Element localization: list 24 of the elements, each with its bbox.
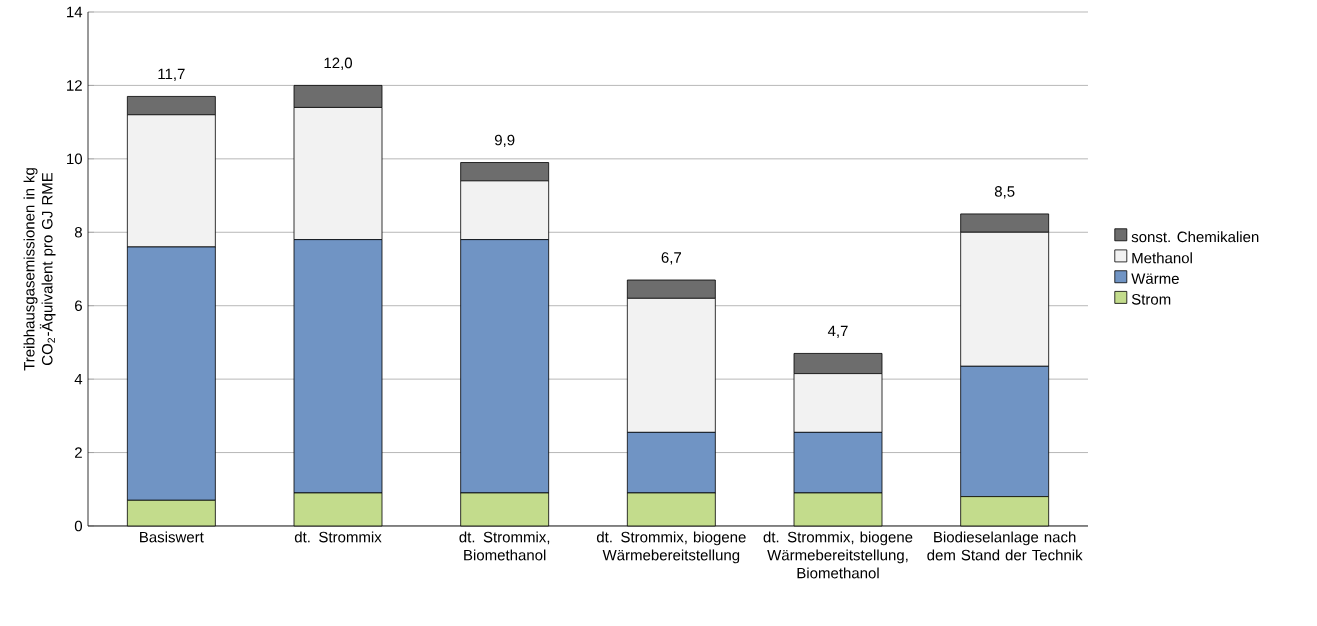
x-tick-label: Basiswert bbox=[140, 531, 204, 543]
total-label: 12,0 bbox=[324, 57, 353, 71]
x-tick-label: Biodieselanlage nach dem Stand der Technik bbox=[927, 531, 1083, 561]
legend-label: sonst. Chemikalien bbox=[1131, 231, 1259, 243]
total-label: 9,9 bbox=[494, 134, 515, 148]
total-label: 8,5 bbox=[994, 186, 1015, 199]
total-label: 11,7 bbox=[158, 68, 185, 82]
y-tick-label: 6 bbox=[75, 300, 82, 312]
x-tick-label: dt. Strommix, Biomethanol bbox=[459, 531, 550, 561]
y-tick-label: 0 bbox=[74, 520, 83, 532]
y-tick-label: 10 bbox=[67, 153, 83, 165]
y-tick-label: 12 bbox=[67, 80, 82, 91]
y-tick-label: 14 bbox=[67, 6, 83, 18]
total-label: 4,7 bbox=[827, 325, 848, 339]
legend-label: Strom bbox=[1131, 294, 1171, 305]
total-label: 6,7 bbox=[661, 252, 682, 265]
x-tick-label: dt. Strommix, biogene Wärmebereitstellung, Biomethanol bbox=[763, 531, 913, 579]
x-tick-label: dt. Strommix bbox=[294, 531, 382, 543]
y-tick-label: 8 bbox=[74, 226, 82, 238]
y-tick-label: 4 bbox=[74, 373, 83, 385]
x-tick-label: dt. Strommix, biogene Wärmebereitstellung bbox=[596, 531, 746, 564]
legend-label: Methanol bbox=[1132, 252, 1192, 264]
legend-label: Wärme bbox=[1131, 273, 1179, 284]
y-tick-label: 2 bbox=[75, 447, 82, 458]
